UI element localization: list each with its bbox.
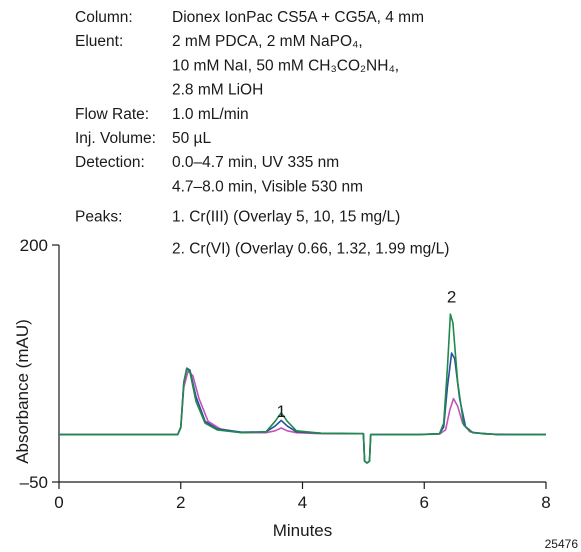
x-axis-label: Minutes xyxy=(273,521,333,540)
condition-value: 1. Cr(III) (Overlay 5, 10, 15 mg/L) xyxy=(172,209,400,226)
conditions-block: Column: Dionex IonPac CS5A + CG5A, 4 mm El… xyxy=(75,9,449,258)
condition-label: Column: xyxy=(75,9,133,26)
x-tick-label: 8 xyxy=(541,493,550,512)
condition-value: 10 mM NaI, 50 mM CH₃CO₂NH₄, xyxy=(172,57,399,74)
x-tick-label: 0 xyxy=(54,493,63,512)
condition-label: Eluent: xyxy=(75,33,123,50)
condition-value: 2 mM PDCA, 2 mM NaPO₄, xyxy=(172,33,363,50)
chart-series xyxy=(59,313,547,464)
peak-label: 1 xyxy=(276,402,285,421)
y-tick-label: 200 xyxy=(20,236,48,255)
y-axis-label: Absorbance (mAU) xyxy=(13,319,32,464)
condition-label: Detection: xyxy=(75,154,145,171)
condition-label: Peaks: xyxy=(75,209,122,226)
chart-axes: 0 2 4 6 8 –50 200 Minutes Absorbance (mAU) xyxy=(13,236,551,540)
condition-value: Dionex IonPac CS5A + CG5A, 4 mm xyxy=(172,9,424,26)
x-tick-label: 4 xyxy=(298,493,307,512)
condition-value: 2.8 mM LiOH xyxy=(172,82,263,99)
condition-label: Flow Rate: xyxy=(75,106,149,123)
condition-value: 1.0 mL/min xyxy=(172,106,249,123)
series-trace-1 xyxy=(59,313,546,464)
condition-value: 0.0–4.7 min, UV 335 nm xyxy=(172,154,339,171)
figure-number: 25476 xyxy=(545,537,579,551)
series-trace-2 xyxy=(59,352,546,464)
condition-label: Inj. Volume: xyxy=(75,130,156,147)
x-tick-label: 2 xyxy=(176,493,185,512)
peak-annotations: 12 xyxy=(276,288,456,422)
condition-value: 4.7–8.0 min, Visible 530 nm xyxy=(172,178,363,195)
peak-label: 2 xyxy=(447,288,456,307)
x-tick-label: 6 xyxy=(420,493,429,512)
condition-value: 2. Cr(VI) (Overlay 0.66, 1.32, 1.99 mg/L… xyxy=(172,241,449,258)
series-trace-3 xyxy=(59,370,547,464)
y-tick-label: –50 xyxy=(20,473,48,492)
condition-value: 50 µL xyxy=(172,130,211,147)
